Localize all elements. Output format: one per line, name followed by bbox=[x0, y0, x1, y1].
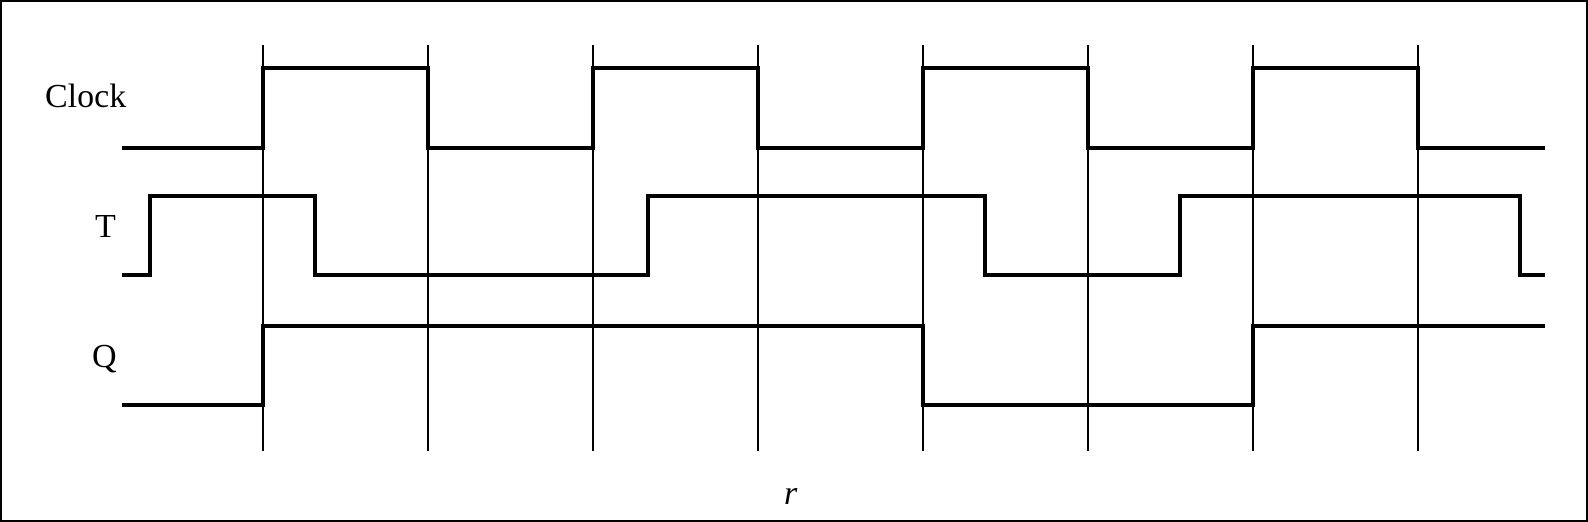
signal-T bbox=[122, 196, 1545, 275]
signal-label-Clock: Clock bbox=[45, 78, 126, 116]
axis-label: r bbox=[784, 475, 797, 513]
signal-Q bbox=[122, 326, 1545, 405]
signal-Clock bbox=[122, 68, 1545, 148]
timing-diagram-canvas bbox=[0, 0, 1588, 522]
signal-label-T: T bbox=[95, 208, 116, 246]
signal-label-Q: Q bbox=[92, 338, 117, 376]
